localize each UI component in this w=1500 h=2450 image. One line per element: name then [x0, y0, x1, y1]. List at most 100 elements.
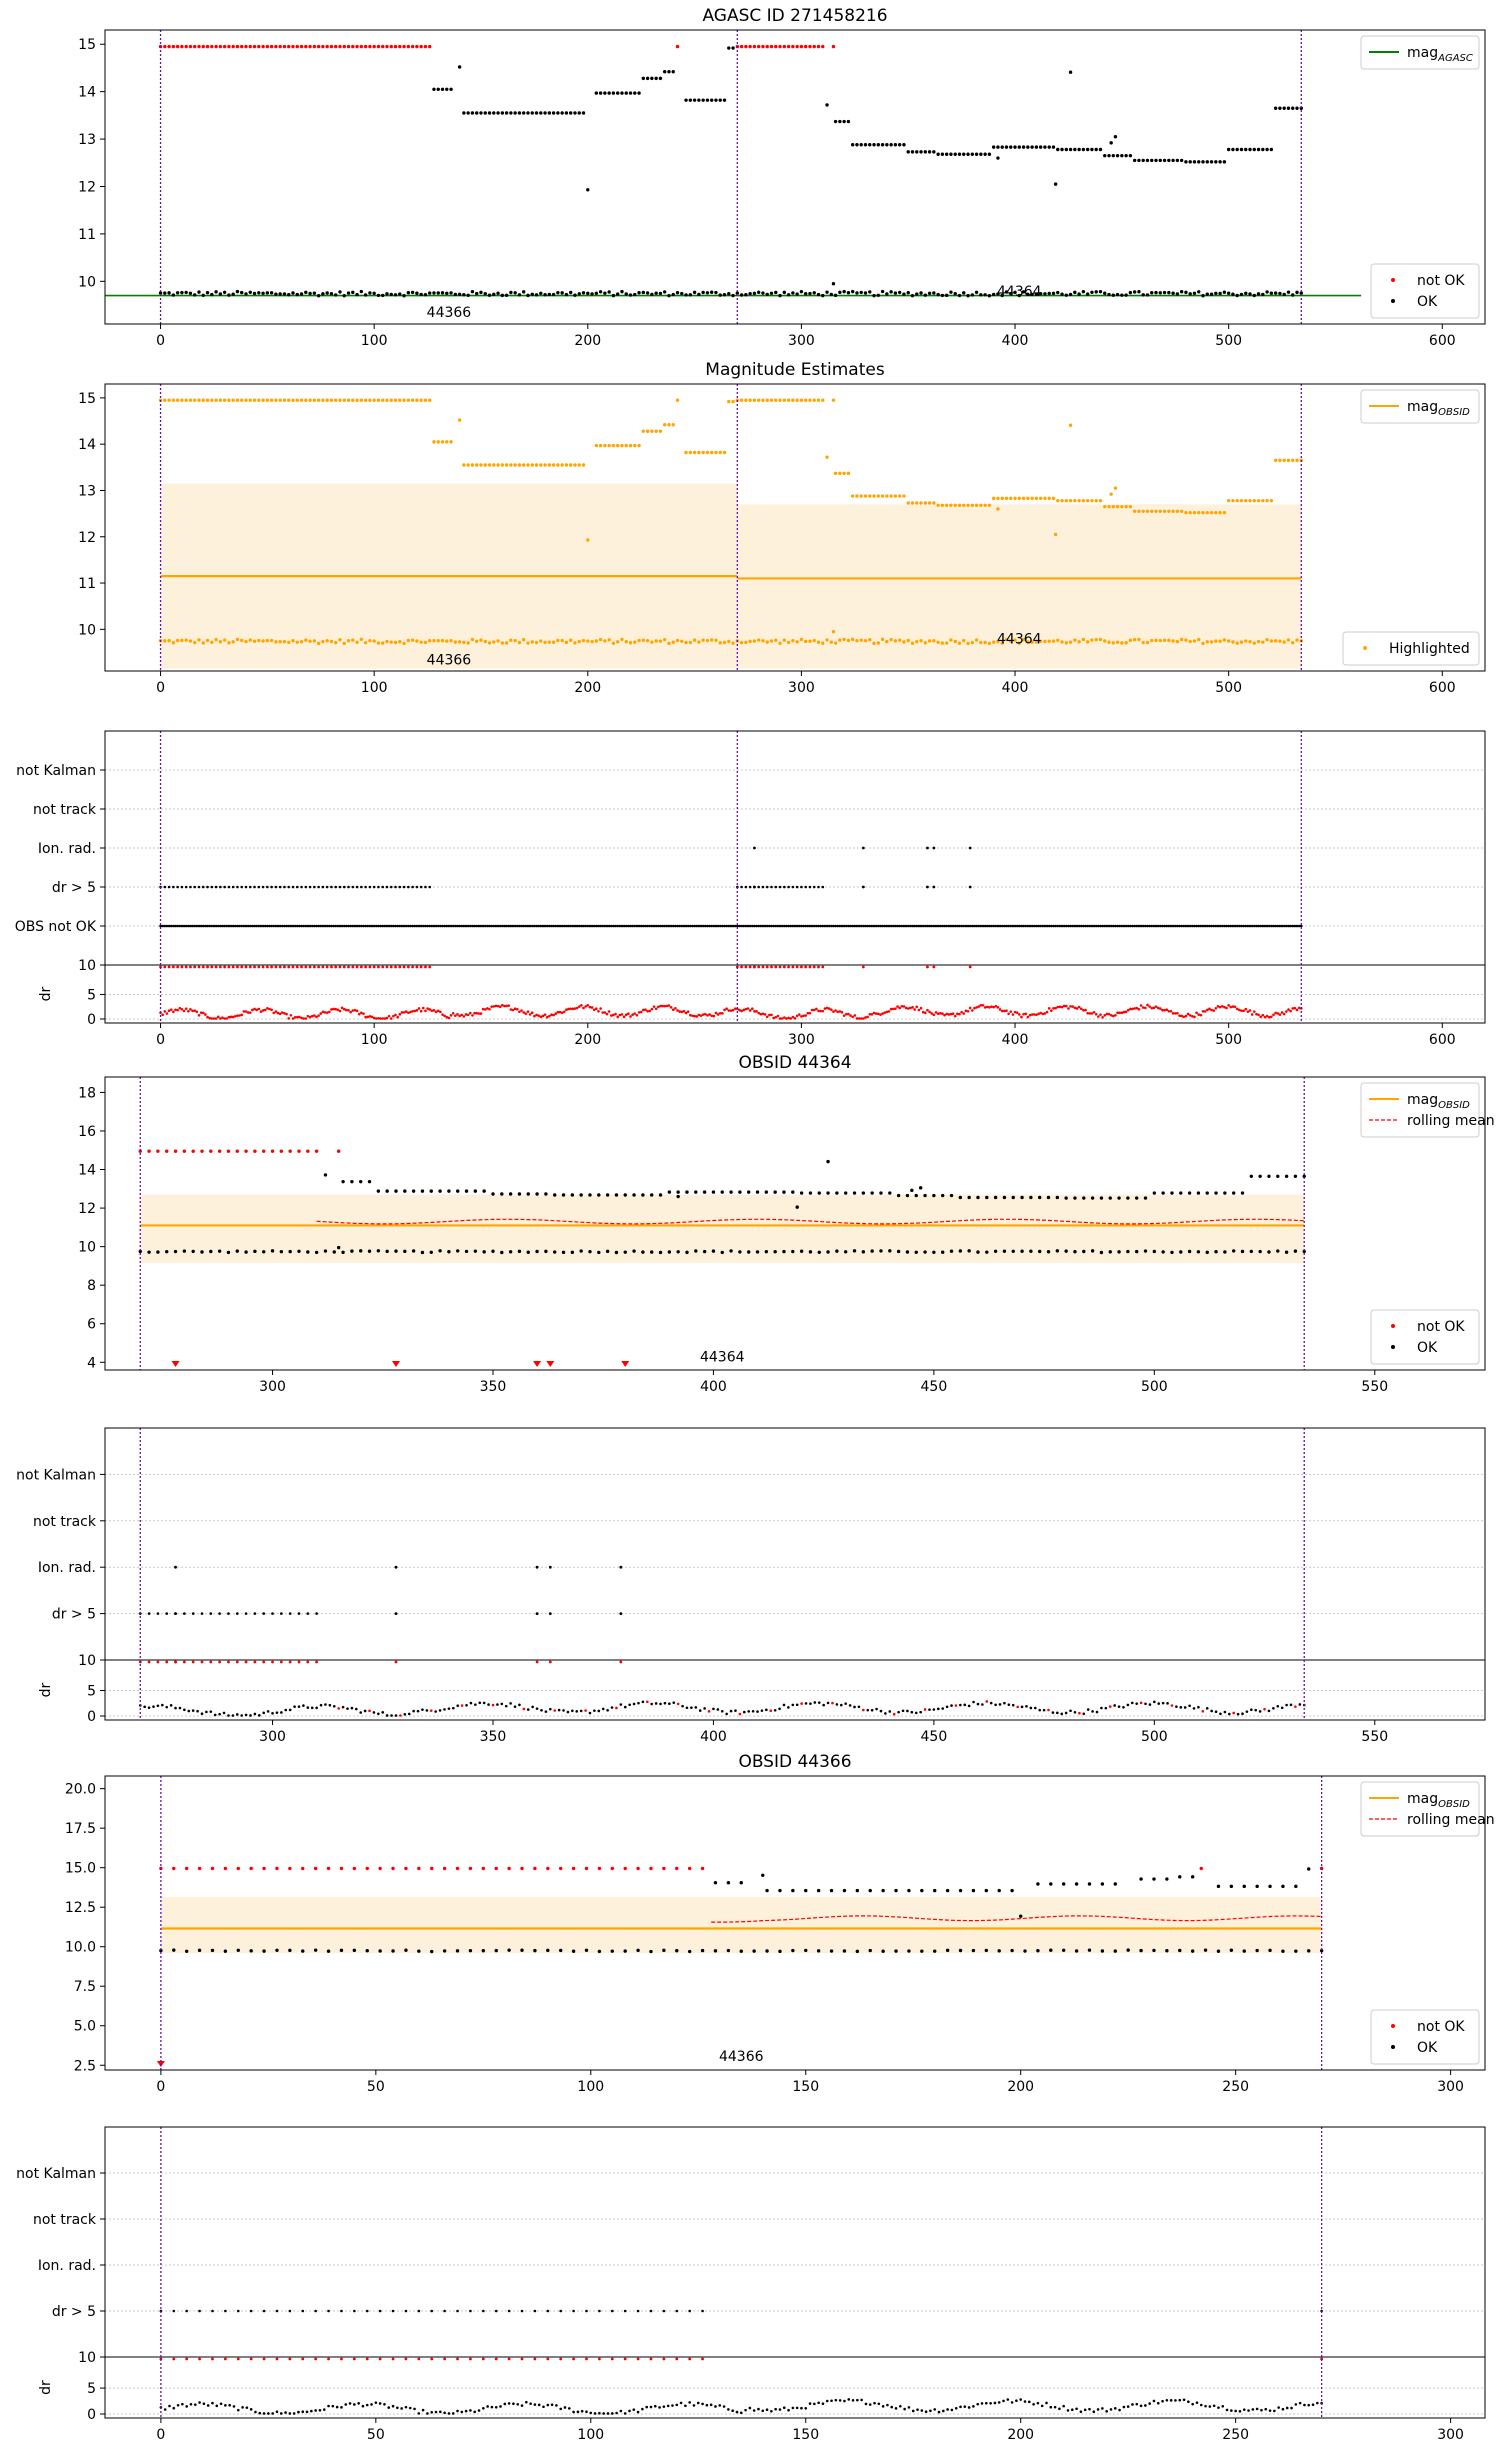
- flag-point: [938, 924, 942, 928]
- data-point: [859, 143, 863, 147]
- flag-point: [736, 924, 739, 928]
- data-point: [350, 1179, 354, 1184]
- data-point: [1109, 492, 1113, 496]
- data-point: [1134, 1249, 1139, 1254]
- dr-point: [722, 2405, 726, 2408]
- dr-point: [954, 1704, 958, 1707]
- flag-point: [413, 924, 417, 928]
- data-point: [248, 290, 252, 294]
- data-point: [481, 1949, 486, 1953]
- dr-point: [222, 1711, 226, 1715]
- data-point: [180, 44, 184, 49]
- dr-point: [210, 1017, 214, 1020]
- flag-point: [402, 924, 406, 928]
- flag-point: [885, 924, 889, 928]
- x-tick-label: 200: [1007, 2079, 1034, 2095]
- dr-point: [253, 1660, 257, 1664]
- dr-point: [795, 1703, 799, 1707]
- flag-point: [851, 924, 854, 928]
- data-point: [265, 398, 270, 402]
- dr-point: [1219, 1712, 1222, 1716]
- dr-point: [219, 1017, 222, 1020]
- flag-point: [486, 924, 489, 928]
- data-point: [791, 1888, 795, 1893]
- flag-point: [1270, 924, 1273, 928]
- dr-point: [963, 2405, 967, 2408]
- dr-point: [337, 1707, 340, 1710]
- data-point: [821, 641, 825, 645]
- dr-point: [1285, 1703, 1288, 1707]
- data-point: [1034, 292, 1039, 296]
- flag-point: [392, 924, 395, 928]
- data-point: [714, 98, 718, 102]
- data-point: [188, 398, 193, 402]
- data-point: [508, 1192, 513, 1196]
- flag-point: [712, 924, 716, 928]
- dr-point: [1197, 1013, 1201, 1016]
- data-point: [1162, 158, 1167, 163]
- dr-point: [873, 2401, 876, 2405]
- dr-tick-label: 0: [87, 2407, 96, 2423]
- legend-box: [1370, 1309, 1480, 1365]
- data-point: [894, 1949, 898, 1953]
- data-point: [262, 1866, 266, 1871]
- data-point: [1265, 498, 1269, 503]
- data-point: [1295, 290, 1299, 295]
- dr-point: [456, 1704, 460, 1708]
- flag-point: [288, 2309, 292, 2313]
- dr-point: [853, 1705, 856, 1709]
- legend-label: OK: [1417, 294, 1438, 310]
- flag-point: [428, 885, 432, 889]
- dr-point: [206, 2404, 210, 2407]
- dr-point: [1210, 1008, 1213, 1012]
- data-point: [517, 640, 522, 645]
- data-point: [1009, 291, 1013, 296]
- dr-point: [231, 1714, 235, 1717]
- data-point: [1269, 639, 1274, 643]
- flag-point: [253, 924, 256, 928]
- flag-point: [1180, 924, 1183, 928]
- axes-frame: [104, 1076, 1486, 1371]
- data-point: [603, 91, 607, 95]
- flag-point: [197, 924, 201, 928]
- dr-point: [569, 1007, 572, 1011]
- flag-point: [210, 924, 214, 928]
- flag-point: [204, 924, 207, 928]
- dr-point: [738, 1712, 742, 1716]
- data-point: [1077, 640, 1081, 644]
- flag-point: [1178, 924, 1181, 928]
- dr-point: [593, 1709, 596, 1712]
- dr-point: [885, 1010, 889, 1014]
- x-tick-label: 500: [1215, 1032, 1242, 1048]
- obsid-label: 44364: [997, 284, 1042, 300]
- data-point: [896, 1249, 901, 1254]
- dr-point: [637, 1011, 641, 1014]
- dr-point: [1036, 2401, 1040, 2405]
- data-point: [1188, 292, 1192, 296]
- data-point: [650, 640, 654, 644]
- flag-point: [934, 924, 938, 928]
- dr-point: [526, 1708, 530, 1711]
- data-point: [1061, 1948, 1066, 1952]
- data-point: [966, 152, 970, 156]
- data-point: [419, 44, 423, 49]
- data-point: [350, 1249, 354, 1253]
- flag-point: [229, 924, 233, 928]
- dr-point: [901, 1709, 905, 1713]
- data-point: [1141, 293, 1145, 297]
- data-point: [1218, 160, 1222, 164]
- dr-point: [900, 1004, 904, 1008]
- data-point: [1209, 160, 1214, 164]
- data-point: [970, 503, 975, 507]
- dr-point: [953, 1014, 957, 1018]
- data-point: [411, 1249, 416, 1253]
- flag-point: [1229, 924, 1233, 928]
- data-point: [1115, 504, 1120, 509]
- dr-point: [968, 1006, 972, 1010]
- dr-point: [275, 2410, 279, 2414]
- data-point: [175, 398, 180, 402]
- data-point: [175, 638, 180, 643]
- dr-point: [1053, 2405, 1057, 2409]
- dr-point: [1188, 1014, 1192, 1017]
